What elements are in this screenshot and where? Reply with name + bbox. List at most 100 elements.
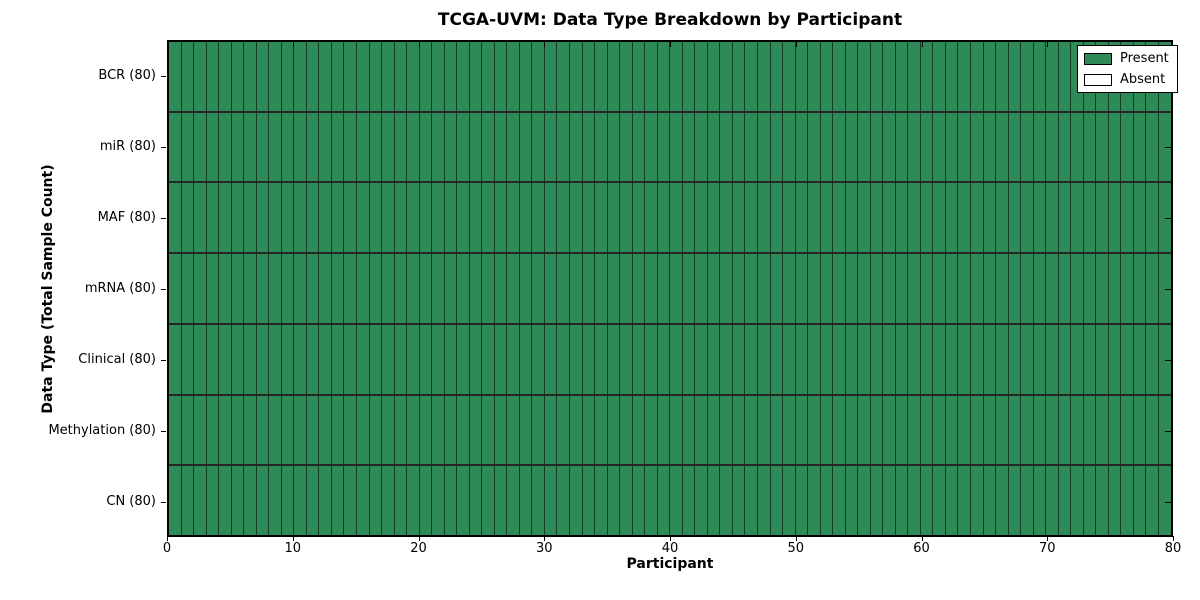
heatmap-cell	[995, 466, 1008, 536]
heatmap-cell	[694, 466, 707, 536]
heatmap-cell	[669, 466, 682, 536]
heatmap-cell	[1070, 395, 1083, 465]
heatmap-cell	[218, 42, 231, 111]
heatmap-cell	[481, 183, 494, 253]
legend-label: Present	[1120, 51, 1169, 66]
heatmap-cell	[807, 42, 820, 111]
heatmap-cell	[957, 183, 970, 253]
heatmap-cell	[543, 466, 557, 536]
heatmap-cell	[731, 183, 745, 253]
heatmap-cell	[807, 395, 820, 465]
heatmap-cell	[218, 183, 231, 253]
heatmap-cell	[932, 324, 945, 394]
heatmap-cell	[995, 112, 1008, 182]
heatmap-cell	[782, 395, 795, 465]
heatmap-cell	[1132, 466, 1146, 536]
heatmap-cell	[894, 42, 908, 111]
heatmap-cell	[381, 112, 394, 182]
heatmap-cell	[481, 395, 494, 465]
heatmap-cell	[982, 324, 996, 394]
heatmap-cell	[1032, 254, 1046, 323]
heatmap-cell	[1132, 324, 1146, 394]
heatmap-cell	[318, 395, 331, 465]
heatmap-cell	[769, 254, 783, 323]
heatmap-cell	[1007, 42, 1021, 111]
heatmap-cell	[205, 254, 219, 323]
heatmap-cell	[343, 254, 356, 323]
heatmap-cell	[594, 42, 607, 111]
heatmap-cell	[669, 395, 682, 465]
heatmap-cell	[594, 395, 607, 465]
heatmap-cell	[731, 324, 745, 394]
heatmap-cell	[1020, 183, 1033, 253]
heatmap-cell	[944, 466, 958, 536]
heatmap-cell	[631, 42, 645, 111]
heatmap-cell	[1120, 254, 1133, 323]
heatmap-cell	[1070, 254, 1083, 323]
heatmap-cell	[995, 395, 1008, 465]
heatmap-cell	[1145, 395, 1158, 465]
heatmap-cell	[569, 466, 582, 536]
heatmap-cell	[681, 112, 695, 182]
heatmap-cell	[970, 42, 983, 111]
heatmap-cell	[193, 254, 206, 323]
heatmap-cell	[1107, 112, 1121, 182]
heatmap-cell	[318, 466, 331, 536]
heatmap-cell	[193, 395, 206, 465]
heatmap-cell	[355, 42, 369, 111]
heatmap-cell	[1120, 112, 1133, 182]
heatmap-cell	[982, 466, 996, 536]
heatmap-cell	[1107, 254, 1121, 323]
heatmap-cell	[894, 112, 908, 182]
heatmap-cell	[1045, 42, 1058, 111]
heatmap-cell	[343, 324, 356, 394]
heatmap-cell	[606, 254, 620, 323]
heatmap-cell	[907, 112, 920, 182]
heatmap-cell	[644, 112, 657, 182]
heatmap-cell	[731, 466, 745, 536]
heatmap-cell	[631, 324, 645, 394]
heatmap-cell	[769, 395, 783, 465]
heatmap-cell	[594, 112, 607, 182]
heatmap-cell	[995, 42, 1008, 111]
heatmap-cell	[243, 42, 256, 111]
heatmap-cell	[756, 183, 770, 253]
heatmap-cell	[193, 324, 206, 394]
heatmap-cell	[832, 42, 845, 111]
heatmap-cell	[944, 324, 958, 394]
heatmap-cell	[832, 112, 845, 182]
y-tick-mark-right	[1165, 501, 1171, 503]
heatmap-cell	[694, 324, 707, 394]
heatmap-cell	[1157, 254, 1171, 323]
heatmap-cell	[756, 324, 770, 394]
y-tick-mark-left	[161, 430, 166, 432]
heatmap-cell	[330, 183, 344, 253]
heatmap-cell	[318, 183, 331, 253]
y-tick-mark-left	[161, 146, 166, 148]
heatmap-cell	[756, 466, 770, 536]
heatmap-cell	[719, 254, 732, 323]
heatmap-cell	[418, 254, 432, 323]
heatmap-cell	[957, 42, 970, 111]
heatmap-cell	[556, 183, 569, 253]
heatmap-cell	[944, 112, 958, 182]
heatmap-cell	[995, 254, 1008, 323]
heatmap-cell	[268, 254, 281, 323]
x-axis-label: Participant	[626, 556, 714, 572]
heatmap-cell	[794, 466, 808, 536]
heatmap-cell	[218, 254, 231, 323]
heatmap-cell	[882, 466, 895, 536]
heatmap-cell	[355, 254, 369, 323]
heatmap-cell	[193, 466, 206, 536]
heatmap-cell	[343, 112, 356, 182]
heatmap-cell	[393, 395, 407, 465]
x-tick-label-50: 50	[787, 541, 805, 556]
heatmap-cell	[919, 112, 933, 182]
heatmap-cell	[782, 112, 795, 182]
heatmap-cell	[932, 42, 945, 111]
heatmap-cell	[280, 183, 294, 253]
heatmap-cell	[543, 183, 557, 253]
heatmap-cell	[719, 183, 732, 253]
heatmap-cell	[218, 112, 231, 182]
heatmap-cell	[280, 466, 294, 536]
